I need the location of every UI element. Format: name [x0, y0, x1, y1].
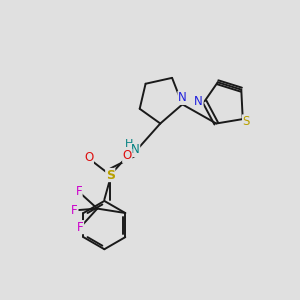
Text: N: N	[178, 92, 187, 104]
Text: N: N	[194, 95, 203, 108]
Text: O: O	[84, 151, 93, 164]
Text: F: F	[77, 220, 83, 234]
Text: N: N	[131, 143, 140, 157]
Text: O: O	[123, 149, 132, 162]
Text: S: S	[243, 115, 250, 128]
Text: F: F	[75, 185, 82, 198]
Text: F: F	[71, 204, 78, 217]
Text: H: H	[125, 139, 134, 148]
Text: S: S	[106, 169, 115, 182]
